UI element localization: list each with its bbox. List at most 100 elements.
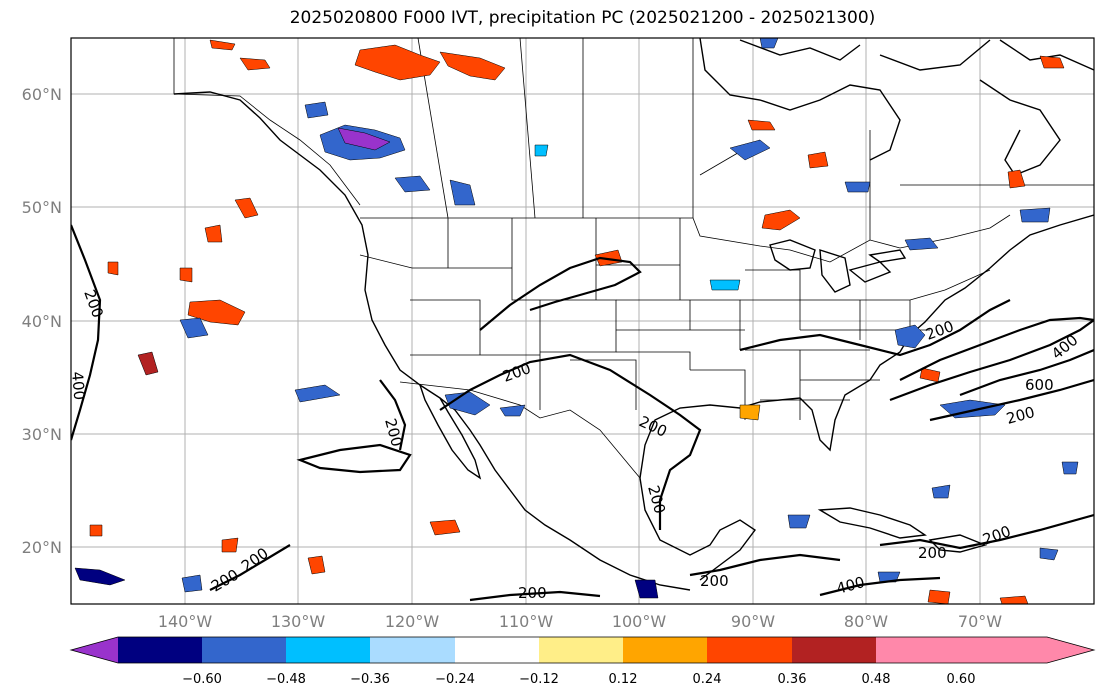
political-boundaries xyxy=(173,38,1094,479)
lon-label: 120°W xyxy=(385,612,440,631)
pc-orange-patch xyxy=(204,224,223,243)
pc-blue-patch xyxy=(449,179,476,206)
colorbar-tick-label: −0.36 xyxy=(350,672,390,687)
contour-label: 200 xyxy=(80,287,107,320)
pc-orange-patch xyxy=(761,209,801,231)
ivt-contour-400 xyxy=(889,319,1094,402)
pc-navy-patch xyxy=(634,579,659,599)
pc-blue-patch xyxy=(759,38,779,49)
pc-blue-patch xyxy=(179,317,209,339)
us-states-east xyxy=(740,269,991,420)
pc-orange-patch xyxy=(999,595,1029,604)
pc-orange-patch xyxy=(307,555,326,575)
map-title: 2025020800 F000 IVT, precipitation PC (2… xyxy=(289,8,876,28)
colorbar-segment xyxy=(118,637,202,663)
lon-label: 100°W xyxy=(612,612,667,631)
lon-label: 130°W xyxy=(271,612,326,631)
hudson-bay xyxy=(699,38,901,161)
ivt-contour-200 xyxy=(929,378,1094,422)
us-mexico-border xyxy=(399,381,641,479)
pc-blue-patch xyxy=(787,514,811,529)
pc-blue-patch xyxy=(534,144,549,157)
pc-blue-patch xyxy=(1061,461,1079,475)
contour-label: 200 xyxy=(518,584,547,602)
colorbar-segment xyxy=(623,637,707,663)
contour-label: 200 xyxy=(918,544,947,562)
great-lakes xyxy=(769,239,907,293)
longitude-labels: 140°W 130°W 120°W 110°W 100°W 90°W 80°W … xyxy=(158,612,1002,631)
colorbar-tick-label: −0.24 xyxy=(435,672,475,687)
pc-orange-patch xyxy=(1039,55,1065,69)
ivt-contour-200 xyxy=(899,316,1094,381)
ivt-contour-200 xyxy=(209,544,291,591)
ivt-contour-200 xyxy=(379,379,407,451)
pc-orange-patch xyxy=(439,51,506,81)
pc-purple-patch xyxy=(337,127,391,151)
ivt-contour-200 xyxy=(296,443,412,474)
ivt-contour-200 xyxy=(879,513,1094,550)
pc-blue-patch xyxy=(394,175,431,193)
pc-blue-patch xyxy=(709,279,741,291)
pc-orange-patch xyxy=(137,351,159,376)
contour-label: 200 xyxy=(381,416,406,448)
colorbar-extend-low xyxy=(71,637,118,663)
pc-orange-patch xyxy=(221,537,239,553)
pc-orange-patch xyxy=(1007,169,1026,189)
colorbar-segment xyxy=(455,637,539,663)
cuba xyxy=(817,507,927,539)
colorbar-tick-label: −0.48 xyxy=(266,672,306,687)
map-frame xyxy=(70,37,1095,605)
contour-label: 200 xyxy=(700,572,729,590)
gridlines xyxy=(71,38,1094,604)
map-area: 200 400 200 200 200 200 200 400 600 200 … xyxy=(71,38,1094,604)
colorbar-extend-high xyxy=(876,637,1094,663)
colorbar-segment xyxy=(202,637,286,663)
pc-orange-patch xyxy=(747,119,776,131)
ivt-contour-400 xyxy=(819,576,941,597)
ivt-contour-labels: 200 400 200 200 200 200 200 400 600 200 … xyxy=(71,287,1082,602)
contour-label: 200 xyxy=(636,412,670,440)
coastlines xyxy=(173,38,1094,591)
pc-orange-patch xyxy=(739,404,761,421)
pc-orange-patch xyxy=(807,151,829,169)
colorbar-segment xyxy=(370,637,455,663)
ivt-contour-200 xyxy=(479,256,642,331)
colorbar-outline xyxy=(69,636,1096,664)
colorbar-segment xyxy=(286,637,370,663)
colorbar: −0.60 −0.48 −0.36 −0.24 −0.12 0.12 0.24 … xyxy=(69,636,1096,687)
ivt-contour-200 xyxy=(71,224,102,441)
contour-label: 400 xyxy=(834,573,866,598)
ivt-contour-600 xyxy=(959,348,1094,397)
pc-orange-patch xyxy=(429,519,461,536)
ivt-contours xyxy=(71,224,1094,602)
pc-orange-patch xyxy=(187,299,246,326)
lat-label: 40°N xyxy=(22,312,62,331)
pc-blue-patch xyxy=(894,324,926,349)
pc-orange-patch xyxy=(179,267,193,283)
colorbar-segment xyxy=(539,637,623,663)
colorbar-tick-labels: −0.60 −0.48 −0.36 −0.24 −0.12 0.12 0.24 … xyxy=(182,672,975,687)
colorbar-tick-label: 0.60 xyxy=(947,672,976,687)
colorbar-tick-label: 0.12 xyxy=(609,672,638,687)
lat-label: 60°N xyxy=(22,85,62,104)
ivt-contour-200 xyxy=(689,553,841,577)
pacific-coast xyxy=(173,91,691,591)
lon-label: 110°W xyxy=(499,612,554,631)
contour-label: 200 xyxy=(500,359,533,386)
ivt-contour-200 xyxy=(739,299,1011,357)
pc-blue-patch xyxy=(304,101,329,119)
latitude-labels: 60°N 50°N 40°N 30°N 20°N xyxy=(22,85,62,557)
colorbar-tick-label: 0.48 xyxy=(862,672,891,687)
contour-label: 200 xyxy=(208,566,242,596)
colorbar-segment xyxy=(792,637,876,663)
colorbar-segment xyxy=(707,637,792,663)
pc-blue-patch xyxy=(294,384,341,403)
pc-blue-patch xyxy=(844,181,871,193)
pc-blue-patch xyxy=(181,574,203,593)
colorbar-tick-label: −0.60 xyxy=(182,672,222,687)
lon-label: 70°W xyxy=(958,612,1002,631)
canadian-provinces xyxy=(417,38,1094,240)
contour-label: 200 xyxy=(238,544,272,575)
pc-blue-patch xyxy=(729,139,771,161)
precipitation-pc-fill xyxy=(74,38,1079,604)
